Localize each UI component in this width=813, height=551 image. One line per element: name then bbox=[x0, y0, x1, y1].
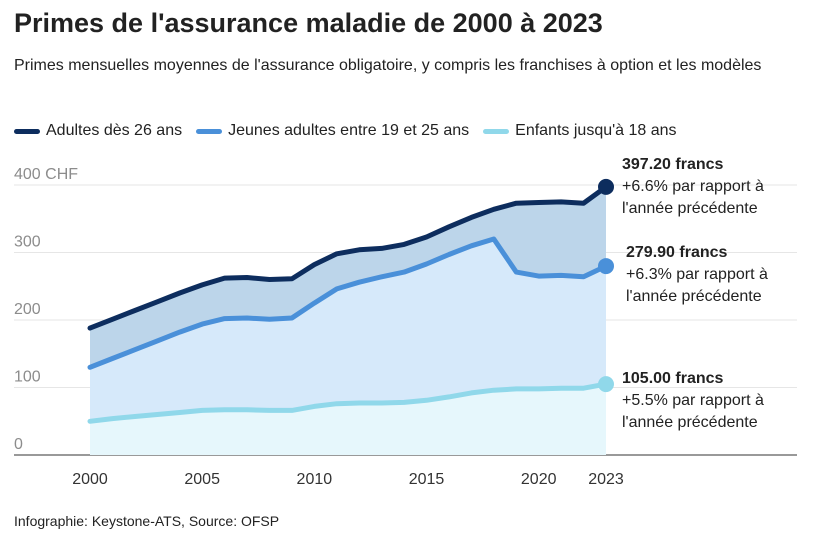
x-tick-label: 2015 bbox=[409, 471, 445, 488]
x-tick-label: 2010 bbox=[297, 471, 333, 488]
line-young bbox=[87, 236, 609, 370]
annotation-adults: 397.20 francs +6.6% par rapport à l'anné… bbox=[622, 154, 764, 220]
annotation-young-change: +6.3% par rapport à bbox=[626, 266, 768, 283]
y-tick-label: 300 bbox=[14, 234, 41, 251]
marker-young bbox=[598, 258, 614, 275]
legend-label-young: Jeunes adultes entre 19 et 25 ans bbox=[228, 122, 470, 139]
annotation-adults-note: l'année précédente bbox=[622, 200, 758, 217]
annotation-young-note: l'année précédente bbox=[626, 288, 762, 305]
area-children bbox=[90, 384, 606, 455]
x-tick-label: 2020 bbox=[521, 471, 557, 488]
legend: Adultes dès 26 ans Jeunes adultes entre … bbox=[14, 122, 691, 140]
annotation-children: 105.00 francs +5.5% par rapport à l'anné… bbox=[622, 368, 764, 434]
chart-title: Primes de l'assurance maladie de 2000 à … bbox=[14, 8, 603, 38]
legend-item-adults: Adultes dès 26 ans bbox=[14, 122, 182, 140]
legend-item-young: Jeunes adultes entre 19 et 25 ans bbox=[196, 122, 469, 140]
line-children bbox=[87, 381, 609, 424]
x-tick-label: 2005 bbox=[184, 471, 220, 488]
line-adults bbox=[87, 184, 609, 331]
annotation-young: 279.90 francs +6.3% par rapport à l'anné… bbox=[626, 242, 768, 308]
annotation-children-note: l'année précédente bbox=[622, 414, 758, 431]
legend-label-children: Enfants jusqu'à 18 ans bbox=[515, 122, 677, 139]
legend-swatch-adults bbox=[14, 128, 40, 134]
annotation-children-value: 105.00 francs bbox=[622, 370, 724, 387]
y-tick-label: 100 bbox=[14, 369, 41, 386]
annotation-children-change: +5.5% par rapport à bbox=[622, 392, 764, 409]
legend-swatch-children bbox=[483, 128, 510, 134]
annotation-young-value: 279.90 francs bbox=[626, 244, 728, 261]
legend-item-children: Enfants jusqu'à 18 ans bbox=[483, 122, 677, 140]
y-tick-label: 0 bbox=[14, 436, 23, 453]
x-tick-label: 2000 bbox=[72, 471, 108, 488]
chart-subtitle: Primes mensuelles moyennes de l'assuranc… bbox=[14, 57, 762, 74]
annotation-adults-change: +6.6% par rapport à bbox=[622, 178, 764, 195]
annotation-adults-value: 397.20 francs bbox=[622, 156, 724, 173]
marker-adults bbox=[598, 178, 614, 195]
legend-swatch-young bbox=[196, 128, 223, 134]
marker-children bbox=[598, 376, 614, 393]
source-note: Infographie: Keystone-ATS, Source: OFSP bbox=[14, 513, 280, 529]
legend-label-adults: Adultes dès 26 ans bbox=[46, 122, 183, 139]
y-tick-label: 400 CHF bbox=[14, 166, 78, 183]
y-tick-label: 200 bbox=[14, 301, 41, 318]
x-tick-label: 2023 bbox=[588, 471, 624, 488]
